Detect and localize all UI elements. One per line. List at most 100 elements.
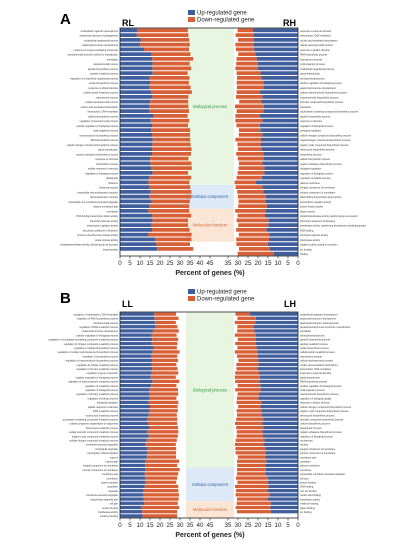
panel-b-left-bar-up: [120, 409, 150, 413]
panel-b-right-term-label: protein binding: [300, 482, 316, 485]
panel-b-left-bar-up: [120, 337, 153, 341]
panel-a-left-term-label: translation: [107, 58, 119, 61]
panel-b-x-tick-label: 35: [187, 522, 194, 529]
panel-a-right-bar-down: [237, 76, 262, 80]
panel-b-right-bar-up: [256, 346, 298, 350]
panel-a-left-bar-up: [120, 190, 151, 194]
panel-a-band-2: [186, 208, 234, 242]
panel-b-right-bar-up: [267, 476, 298, 480]
panel-b-right-term-label: developmental process: [300, 334, 325, 337]
panel-a-left-bar-down: [149, 109, 189, 113]
panel-a-right-bar-down: [235, 33, 254, 37]
panel-b-left-bar-down: [148, 400, 179, 405]
panel-a-right-bar-down: [236, 228, 267, 232]
panel-b-left-bar-up: [120, 514, 143, 518]
panel-a-right-term-label: organic substance biosynthetic process: [300, 163, 343, 166]
panel-b-x-tick-label: 5: [286, 522, 290, 529]
panel-b-right-bar-up: [268, 484, 298, 489]
panel-a-right-bar-up: [262, 161, 298, 166]
panel-b-right-bar-up: [266, 459, 298, 463]
panel-a-right-bar-up: [253, 42, 298, 47]
panel-a-left-bar-down: [151, 166, 192, 170]
panel-b-x-tick-label: 15: [147, 522, 154, 529]
panel-b-right-bar-up: [267, 497, 298, 501]
panel-b-left-bar-down: [143, 493, 179, 497]
panel-b-left-term-label: regulation of transcription, DNA-templat…: [73, 313, 118, 316]
panel-b-left-bar-down: [149, 388, 178, 392]
panel-a-left-bar-down: [149, 204, 190, 208]
panel-b-left-bar-down: [151, 362, 177, 367]
panel-a-right-bar-down: [236, 71, 261, 75]
panel-b-x-tick-label: 25: [245, 522, 252, 529]
panel-a-right-bar-up: [274, 251, 298, 256]
panel-a-left-bar-up: [120, 185, 150, 189]
panel-a-left-term-label: reproductive process: [96, 96, 119, 99]
panel-b-right-term-label: zinc ion binding: [300, 490, 317, 493]
panel-b-left-bar-up: [120, 341, 152, 346]
panel-a-left-bar-up: [120, 152, 152, 156]
panel-b-right-term-label: nucleus: [300, 444, 309, 447]
panel-a-right-bar-down: [239, 161, 263, 166]
panel-a-legend-up-swatch: [188, 10, 195, 15]
panel-a-right-term-label: multicellular organismal process: [300, 68, 335, 71]
panel-b-left-bar-down: [147, 430, 179, 434]
panel-b-left-term-label: positive regulation of biological proces…: [76, 334, 118, 337]
panel-a-right-bar-down: [237, 147, 262, 151]
panel-a-right-term-label: RNA biosynthetic process: [300, 54, 328, 57]
panel-a-right-term-label: protein kinase activity: [300, 206, 324, 209]
panel-b-right-term-label: translation: [300, 330, 312, 333]
panel-a-right-bar-up: [259, 123, 298, 128]
panel-a-right-term-label: nucleobase-containing compound biosynthe…: [300, 111, 359, 114]
panel-b-right-term-label: membrane: [300, 469, 312, 472]
panel-b-left-term-label: nuclear part: [105, 461, 118, 464]
panel-a-x-tick-label: 0: [118, 260, 122, 267]
panel-b-x-tick-label: 0: [296, 522, 300, 529]
panel-b-left-bar-up: [120, 501, 145, 505]
panel-b-left-bar-up: [120, 388, 149, 392]
panel-b-right-bar-up: [269, 493, 298, 497]
panel-a-left-bar-down: [144, 47, 189, 52]
panel-b-left-term-label: nucleic acid metabolic process: [86, 414, 119, 417]
panel-b-right-term-label: ion binding: [300, 511, 312, 514]
panel-b-right-term-label: cellular developmental process: [300, 360, 334, 363]
panel-b-left-term-label: negative regulation of biological proces…: [75, 376, 118, 379]
panel-b-left-term-label: membrane-bounded organelle: [86, 494, 119, 497]
panel-a-right-bar-up: [263, 190, 298, 194]
panel-a-right-bar-up: [266, 204, 298, 208]
panel-b-left-bar-down: [142, 514, 178, 518]
panel-a-left-term-label: multicellular organismal process: [84, 39, 119, 42]
panel-a-left-bar-down: [149, 104, 189, 109]
panel-a-left-term-label: intracellular non-membrane-bounded organ…: [68, 201, 118, 204]
panel-b-right-bar-down: [237, 346, 257, 350]
panel-a-right-term-label: multi-organism process: [300, 63, 326, 66]
panel-b-right-bar-up: [256, 341, 298, 346]
panel-a-left-bar-up: [120, 137, 153, 142]
panel-a-x-tick-label: 15: [265, 260, 272, 267]
panel-b-left-term-label: regulation of primary metabolic process: [76, 368, 119, 371]
panel-a-right-term-label: phosphotransferase activity, alcohol gro…: [300, 215, 358, 218]
panel-b-left-bar-down: [154, 312, 176, 316]
panel-b-right-bar-down: [235, 312, 250, 316]
panel-b-left-bar-up: [120, 468, 146, 472]
panel-b-right-bar-down: [235, 438, 265, 442]
panel-a-left-term-label: cellular response to stimulus: [88, 168, 119, 171]
panel-a-right-bar-up: [265, 199, 298, 204]
panel-b-right-term-label: RNA biosynthetic process: [300, 381, 328, 384]
panel-b-left-bar-up: [120, 354, 151, 358]
panel-b-left-term-label: intracellular organelle part: [90, 498, 118, 501]
panel-a-left-bar-down: [150, 156, 189, 161]
panel-a-left-bar-up: [120, 228, 152, 232]
panel-a-right-bar-down: [236, 237, 269, 242]
panel-b-left-bar-up: [120, 480, 146, 484]
panel-b-left-bar-up: [120, 316, 155, 320]
panel-b-right-bar-up: [256, 333, 298, 337]
panel-b-left-bar-down: [144, 472, 179, 476]
panel-a-category-label-0: Biological process: [193, 104, 227, 109]
panel-a-legend-down-label: Down-regulated gene: [197, 18, 255, 24]
panel-b-x-tick-label: 15: [265, 522, 272, 529]
panel-b-legend-down-label: Down-regulated gene: [197, 297, 255, 303]
panel-b-left-bar-down: [143, 497, 179, 501]
panel-b-legend-down-swatch: [188, 296, 195, 301]
panel-a-left-term-label: transcription regulator activity: [87, 225, 119, 228]
